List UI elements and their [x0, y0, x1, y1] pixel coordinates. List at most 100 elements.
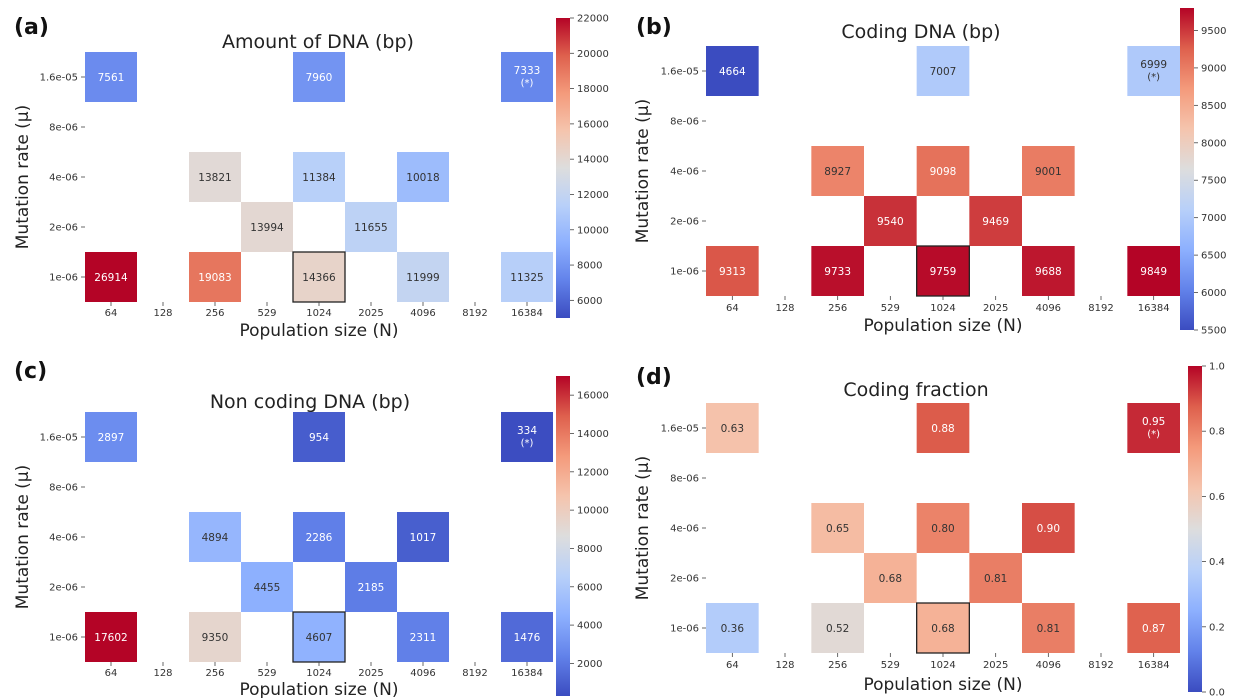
chart-title: Amount of DNA (bp) — [222, 31, 414, 53]
heatmap-cell — [241, 202, 293, 252]
cell-value-label: 10018 — [406, 172, 439, 184]
x-tick-label: 64 — [726, 303, 739, 314]
y-tick-label: 1.6e-05 — [40, 433, 78, 444]
cell-value-label: 0.68 — [931, 623, 954, 635]
colorbar — [1180, 8, 1194, 330]
colorbar-tick-label: 5500 — [1201, 326, 1226, 337]
y-tick-label: 1.6e-05 — [661, 424, 699, 435]
x-tick-label: 529 — [257, 668, 276, 679]
y-tick-label: 1e-06 — [670, 624, 699, 635]
heatmap-cell — [916, 403, 970, 453]
y-axis-label: Mutation rate (μ) — [13, 105, 33, 250]
cell-note-label: (*) — [1147, 429, 1160, 440]
heatmap-cell — [501, 252, 553, 302]
panel-label: (c) — [14, 359, 47, 384]
cell-value-label: 19083 — [198, 272, 231, 284]
heatmap-cell — [811, 146, 864, 196]
x-tick-label: 16384 — [511, 308, 543, 319]
cell-value-label: 9733 — [824, 266, 851, 278]
cell-value-label: 1476 — [514, 632, 541, 644]
x-tick-label: 4096 — [410, 308, 435, 319]
cell-value-label: 0.90 — [1037, 523, 1060, 535]
colorbar-tick-label: 10000 — [577, 225, 609, 236]
cell-value-label: 13994 — [250, 222, 284, 234]
colorbar-tick-label: 18000 — [577, 84, 609, 95]
colorbar-tick-label: 6000 — [1201, 288, 1226, 299]
cell-value-label: 7007 — [930, 66, 957, 78]
colorbar-tick-label: 14000 — [577, 155, 609, 166]
heatmap-cell — [293, 412, 345, 462]
cell-value-label: 7561 — [98, 72, 125, 84]
heatmap-cell — [293, 152, 345, 202]
x-tick-label: 4096 — [410, 668, 435, 679]
colorbar — [1188, 366, 1202, 692]
cell-value-label: 2286 — [306, 532, 333, 544]
colorbar-tick-label: 16000 — [577, 391, 609, 402]
x-axis-label: Population size (N) — [239, 321, 398, 341]
colorbar-tick-label: 0.0 — [1209, 688, 1225, 698]
cell-value-label: 7333 — [514, 65, 541, 77]
heatmap-cell — [969, 196, 1022, 246]
y-tick-label: 2e-06 — [49, 583, 78, 594]
x-tick-label: 128 — [153, 308, 172, 319]
heatmap-cell — [706, 46, 759, 96]
panel-d: (d) Coding fraction 0.63 0.88 0.95(*) 0.65 0.8… — [633, 362, 1225, 698]
cell-value-label: 0.95 — [1142, 416, 1165, 428]
heatmap-cell — [85, 612, 137, 662]
colorbar-tick-label: 7500 — [1201, 176, 1226, 187]
heatmap-cell — [85, 252, 137, 302]
cell-value-label: 7960 — [306, 72, 333, 84]
y-tick-label: 8e-06 — [670, 117, 699, 128]
y-tick-label: 2e-06 — [670, 217, 699, 228]
colorbar — [556, 18, 570, 318]
cell-value-label: 9098 — [930, 166, 957, 178]
y-tick-label: 4e-06 — [49, 533, 78, 544]
panel-label: (d) — [636, 365, 672, 390]
colorbar-tick-label: 14000 — [577, 429, 609, 440]
x-tick-label: 8192 — [1088, 303, 1113, 314]
colorbar-tick-label: 22000 — [577, 14, 609, 25]
colorbar-tick-label: 12000 — [577, 190, 609, 201]
x-tick-label: 4096 — [1036, 660, 1061, 671]
panel-c: (c) Non coding DNA (bp) 2897 954 334(*) 4894 2… — [13, 359, 609, 698]
heatmap-cell — [85, 52, 137, 102]
cell-value-label: 8927 — [824, 166, 851, 178]
cell-value-label: 0.81 — [1037, 623, 1060, 635]
y-tick-label: 2e-06 — [49, 223, 78, 234]
heatmap-cell — [292, 611, 346, 663]
x-tick-label: 64 — [105, 308, 118, 319]
x-tick-label: 8192 — [462, 308, 487, 319]
cell-value-label: 4664 — [719, 66, 746, 78]
cell-value-label: 0.88 — [931, 423, 954, 435]
colorbar-tick-label: 9000 — [1201, 63, 1226, 74]
colorbar-tick-label: 0.2 — [1209, 622, 1225, 633]
x-axis-label: Population size (N) — [239, 680, 398, 698]
heatmap-cell — [1127, 46, 1180, 96]
colorbar-tick-label: 2000 — [577, 659, 602, 670]
x-tick-label: 64 — [105, 668, 118, 679]
colorbar-tick-label: 8000 — [1201, 138, 1226, 149]
y-tick-label: 1e-06 — [49, 633, 78, 644]
panel-a: (a) Amount of DNA (bp) 7561 7960 7333(*) 1382… — [13, 14, 609, 342]
x-axis-label: Population size (N) — [863, 316, 1022, 336]
heatmap-cell — [501, 412, 553, 462]
colorbar-tick-label: 6000 — [577, 582, 602, 593]
y-tick-label: 4e-06 — [49, 173, 78, 184]
heatmap-cell — [397, 152, 449, 202]
x-tick-label: 1024 — [930, 660, 955, 671]
heatmap-cell — [292, 251, 346, 303]
colorbar-tick-label: 16000 — [577, 119, 609, 130]
colorbar-tick-label: 6500 — [1201, 251, 1226, 262]
heatmap-cell — [345, 202, 397, 252]
x-tick-label: 256 — [828, 660, 847, 671]
colorbar-tick-label: 4000 — [577, 621, 602, 632]
x-tick-label: 1024 — [306, 668, 331, 679]
cell-value-label: 9849 — [1140, 266, 1167, 278]
cell-value-label: 334 — [517, 425, 537, 437]
y-axis-label: Mutation rate (μ) — [13, 465, 33, 610]
colorbar-tick-label: 20000 — [577, 49, 609, 60]
heatmap-cell — [916, 503, 970, 553]
cell-value-label: 9469 — [982, 216, 1009, 228]
x-tick-label: 2025 — [358, 308, 383, 319]
